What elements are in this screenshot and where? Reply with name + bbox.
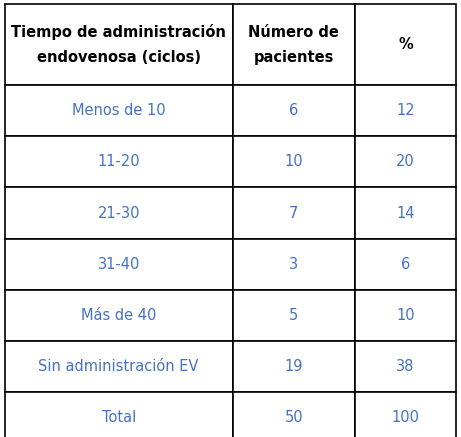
- Bar: [355, 187, 456, 239]
- Bar: [5, 85, 233, 136]
- Text: Número de
pacientes: Número de pacientes: [248, 25, 339, 65]
- Bar: [233, 290, 355, 341]
- Bar: [355, 341, 456, 392]
- Text: 50: 50: [284, 410, 303, 425]
- Text: 12: 12: [396, 103, 415, 118]
- Text: 6: 6: [401, 257, 410, 272]
- Bar: [355, 4, 456, 85]
- Bar: [233, 392, 355, 437]
- Bar: [355, 85, 456, 136]
- Text: 5: 5: [289, 308, 298, 323]
- Bar: [233, 85, 355, 136]
- Text: 31-40: 31-40: [97, 257, 140, 272]
- Bar: [5, 4, 233, 85]
- Bar: [355, 239, 456, 290]
- Bar: [233, 239, 355, 290]
- Bar: [355, 392, 456, 437]
- Text: Total: Total: [101, 410, 136, 425]
- Text: Tiempo de administración
endovenosa (ciclos): Tiempo de administración endovenosa (cic…: [11, 24, 226, 65]
- Bar: [5, 392, 233, 437]
- Text: 14: 14: [396, 205, 415, 221]
- Text: 38: 38: [396, 359, 415, 374]
- Bar: [233, 341, 355, 392]
- Text: Menos de 10: Menos de 10: [72, 103, 165, 118]
- Text: 20: 20: [396, 154, 415, 170]
- Bar: [5, 341, 233, 392]
- Text: 10: 10: [396, 308, 415, 323]
- Bar: [355, 290, 456, 341]
- Bar: [5, 239, 233, 290]
- Text: 100: 100: [391, 410, 420, 425]
- Bar: [5, 136, 233, 187]
- Text: Más de 40: Más de 40: [81, 308, 156, 323]
- Bar: [233, 187, 355, 239]
- Text: 11-20: 11-20: [97, 154, 140, 170]
- Bar: [355, 136, 456, 187]
- Bar: [233, 136, 355, 187]
- Text: 6: 6: [289, 103, 298, 118]
- Text: 7: 7: [289, 205, 298, 221]
- Bar: [5, 187, 233, 239]
- Text: Sin administración EV: Sin administración EV: [39, 359, 199, 374]
- Bar: [233, 4, 355, 85]
- Text: 10: 10: [284, 154, 303, 170]
- Text: 21-30: 21-30: [97, 205, 140, 221]
- Text: 19: 19: [284, 359, 303, 374]
- Text: 3: 3: [289, 257, 298, 272]
- Bar: [5, 290, 233, 341]
- Text: %: %: [398, 37, 413, 52]
